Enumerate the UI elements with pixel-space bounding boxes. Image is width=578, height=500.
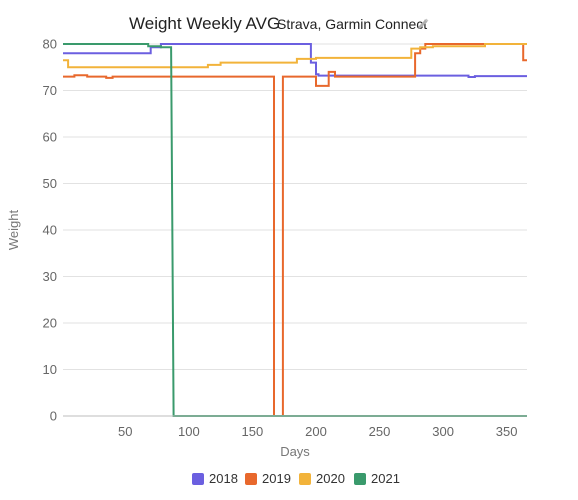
- series-line-2020[interactable]: [63, 43, 527, 69]
- legend-swatch-2019: [245, 472, 257, 485]
- legend-label-2019: 2019: [262, 471, 291, 486]
- y-axis-label: Weight: [6, 210, 21, 251]
- chart-title: Weight Weekly AVG: [129, 14, 281, 33]
- series-line-2021[interactable]: [63, 43, 527, 417]
- x-tick-label: 150: [242, 424, 264, 439]
- legend-label-2021: 2021: [371, 471, 400, 486]
- legend-label-2018: 2018: [209, 471, 238, 486]
- legend: 2018 2019 2020 2021: [0, 471, 578, 491]
- legend-item-2019[interactable]: 2019: [245, 471, 291, 486]
- x-axis-label: Days: [280, 444, 310, 459]
- chart-header: Weight Weekly AVG Strava, Garmin Connect: [0, 14, 578, 38]
- legend-item-2021[interactable]: 2021: [354, 471, 400, 486]
- series-line-2018[interactable]: [63, 43, 527, 78]
- y-tick-label: 70: [43, 83, 57, 98]
- legend-swatch-2018: [192, 472, 204, 485]
- x-tick-label: 100: [178, 424, 200, 439]
- x-tick-label: 50: [118, 424, 132, 439]
- y-tick-label: 80: [43, 37, 57, 52]
- grid-lines: [63, 43, 527, 417]
- x-tick-label: 300: [432, 424, 454, 439]
- legend-item-2020[interactable]: 2020: [299, 471, 345, 486]
- y-tick-label: 40: [43, 223, 57, 238]
- legend-label-2020: 2020: [316, 471, 345, 486]
- series-line-2019[interactable]: [63, 43, 527, 417]
- y-tick-label: 50: [43, 176, 57, 191]
- y-tick-label: 30: [43, 269, 57, 284]
- legend-item-2018[interactable]: 2018: [192, 471, 238, 486]
- y-tick-label: 20: [43, 316, 57, 331]
- x-axis-ticks: 50 100 150 200 250 300 350: [118, 424, 517, 439]
- x-tick-label: 200: [305, 424, 327, 439]
- pencil-icon[interactable]: [417, 18, 429, 30]
- legend-swatch-2020: [299, 472, 311, 485]
- y-axis-ticks: 0 10 20 30 40 50 60 70 80: [43, 37, 57, 424]
- x-tick-label: 250: [369, 424, 391, 439]
- series-lines: [63, 43, 527, 417]
- y-tick-label: 10: [43, 362, 57, 377]
- x-tick-label: 350: [496, 424, 518, 439]
- data-source-label: Strava, Garmin Connect: [277, 16, 428, 32]
- legend-swatch-2021: [354, 472, 366, 485]
- y-tick-label: 0: [50, 409, 57, 424]
- y-tick-label: 60: [43, 130, 57, 145]
